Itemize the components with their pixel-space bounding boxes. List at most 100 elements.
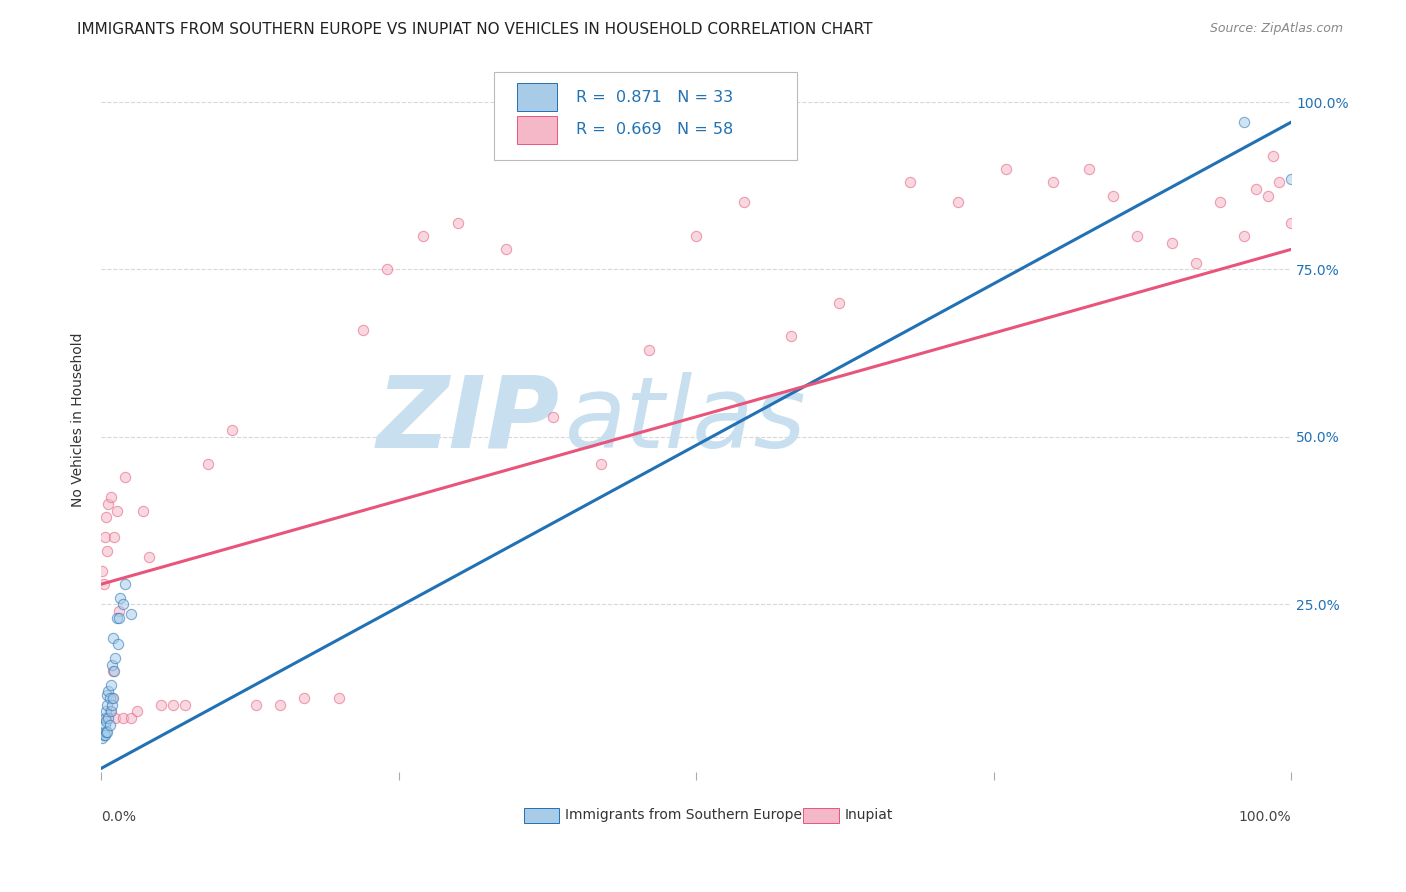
Point (994, 161, 1017, 176)
Point (1161, 235, 1184, 250)
Point (114, 577, 136, 591)
Point (352, 323, 374, 337)
Point (100, 705, 122, 719)
Point (94, 711, 117, 725)
Point (328, 691, 350, 706)
Point (101, 691, 124, 706)
Point (103, 665, 125, 679)
Point (1233, 229, 1256, 244)
Point (114, 470, 136, 484)
Point (1125, 229, 1147, 244)
Point (111, 711, 134, 725)
Point (375, 262, 398, 277)
FancyBboxPatch shape (803, 807, 839, 823)
Point (96, 688, 118, 702)
Text: Inupiat: Inupiat (845, 808, 893, 822)
Point (495, 243, 517, 257)
Point (98, 691, 121, 706)
Point (1257, 188, 1279, 202)
Point (111, 597, 134, 611)
Point (120, 607, 142, 622)
Point (101, 691, 124, 706)
Point (100, 490, 122, 504)
Point (96, 724, 118, 739)
Point (637, 343, 659, 357)
Text: Immigrants from Southern Europe: Immigrants from Southern Europe (565, 808, 803, 822)
Point (107, 637, 129, 651)
Point (1268, 175, 1291, 189)
Point (173, 698, 195, 712)
Point (101, 657, 124, 672)
Point (828, 296, 851, 310)
Point (1209, 195, 1232, 210)
Point (101, 631, 124, 645)
Point (1185, 256, 1208, 270)
Text: 0.0%: 0.0% (101, 810, 136, 824)
FancyBboxPatch shape (516, 116, 557, 144)
Point (1263, 148, 1285, 162)
Point (149, 698, 172, 712)
Text: atlas: atlas (565, 372, 807, 468)
Point (292, 691, 315, 706)
Point (94, 510, 117, 524)
Point (1244, 182, 1267, 196)
Point (94, 711, 117, 725)
Text: Source: ZipAtlas.com: Source: ZipAtlas.com (1209, 22, 1343, 36)
Text: 100.0%: 100.0% (1239, 810, 1291, 824)
Point (1042, 175, 1064, 189)
Point (1078, 161, 1101, 176)
Point (120, 711, 142, 725)
Text: R =  0.669   N = 58: R = 0.669 N = 58 (576, 122, 734, 137)
Point (104, 651, 127, 665)
Point (100, 678, 122, 692)
Point (97, 497, 120, 511)
Point (589, 457, 612, 471)
FancyBboxPatch shape (516, 83, 557, 112)
Point (101, 698, 124, 712)
Point (685, 229, 707, 244)
Point (1279, 215, 1302, 229)
Point (93, 724, 115, 739)
Point (900, 175, 922, 189)
Point (780, 329, 803, 343)
FancyBboxPatch shape (494, 72, 797, 160)
Point (94, 705, 117, 719)
Point (108, 610, 131, 624)
Point (1279, 172, 1302, 186)
Point (93, 577, 115, 591)
Point (162, 698, 184, 712)
Point (94, 714, 117, 729)
Point (97, 684, 120, 698)
Point (1233, 115, 1256, 129)
Point (101, 665, 124, 679)
Point (125, 705, 148, 719)
Point (733, 195, 755, 210)
Text: R =  0.871   N = 33: R = 0.871 N = 33 (576, 90, 733, 105)
Point (105, 503, 128, 517)
Point (946, 195, 969, 210)
Point (132, 503, 155, 517)
Point (269, 698, 291, 712)
Point (221, 423, 243, 437)
Point (447, 215, 470, 229)
Point (94, 718, 117, 732)
Point (98, 705, 121, 719)
Text: IMMIGRANTS FROM SOUTHERN EUROPE VS INUPIAT NO VEHICLES IN HOUSEHOLD CORRELATION : IMMIGRANTS FROM SOUTHERN EUROPE VS INUPI… (77, 22, 873, 37)
Point (98, 718, 121, 732)
FancyBboxPatch shape (523, 807, 560, 823)
Point (91, 731, 114, 746)
Point (108, 604, 131, 618)
Point (138, 550, 160, 565)
Point (110, 591, 132, 605)
Y-axis label: No Vehicles in Household: No Vehicles in Household (72, 333, 86, 508)
Point (94, 728, 117, 742)
Point (412, 229, 434, 244)
Text: ZIP: ZIP (377, 372, 560, 468)
Point (103, 530, 125, 544)
Point (1101, 188, 1123, 202)
Point (104, 711, 127, 725)
Point (197, 457, 219, 471)
Point (245, 698, 267, 712)
Point (97, 711, 120, 725)
Point (96, 698, 118, 712)
